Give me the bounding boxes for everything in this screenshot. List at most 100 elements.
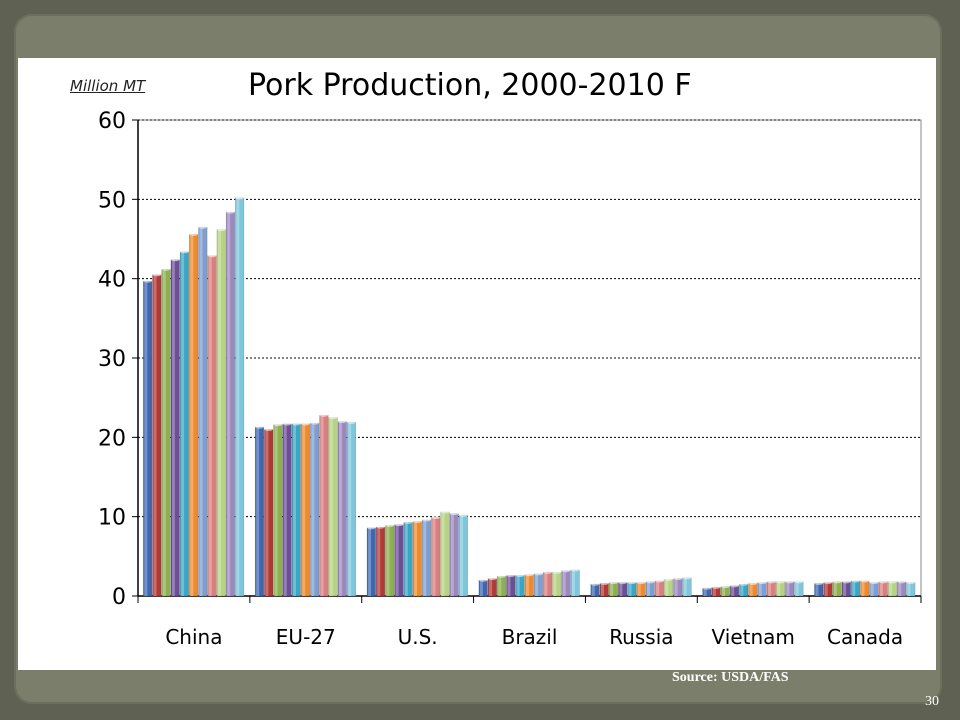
bar-cap — [636, 580, 646, 585]
bar-highlight — [217, 229, 221, 597]
bar-cap — [664, 577, 673, 581]
bar-cap — [189, 232, 198, 236]
x-category-label: Vietnam — [712, 625, 795, 649]
bar-highlight — [432, 517, 436, 596]
bar-cap — [310, 421, 319, 425]
bar-highlight — [637, 582, 641, 596]
bar-cap — [376, 525, 385, 529]
bar-highlight — [815, 583, 819, 596]
bar-highlight — [404, 522, 408, 596]
bar-highlight — [591, 584, 595, 596]
bar-cap — [590, 582, 600, 586]
bar-highlight — [722, 586, 726, 596]
bar-cap — [180, 250, 189, 254]
bar-cap — [721, 584, 730, 589]
bar-highlight — [395, 524, 399, 596]
bar-cap — [543, 570, 552, 574]
bar-cap — [823, 580, 833, 585]
bar-highlight — [610, 582, 614, 596]
bar-highlight — [368, 527, 372, 596]
bar-cap — [488, 576, 497, 581]
bar-highlight — [646, 581, 650, 596]
y-tick-label: 30 — [98, 347, 126, 372]
bar-cap — [216, 227, 226, 232]
bar-highlight — [498, 576, 502, 596]
bar-highlight — [795, 581, 799, 596]
y-tick-label: 0 — [112, 585, 126, 610]
bar-highlight — [852, 580, 856, 596]
bar-cap — [739, 582, 749, 586]
bar-highlight — [274, 424, 278, 596]
x-category-label: Russia — [609, 625, 673, 649]
bar-cap — [655, 579, 664, 583]
bar-cap — [776, 580, 785, 584]
bar-cap — [673, 576, 683, 581]
bar-highlight — [162, 269, 166, 596]
bar-highlight — [292, 423, 296, 596]
bar-cap — [842, 580, 851, 584]
bar-cap — [301, 422, 310, 426]
bar-cap — [319, 413, 329, 417]
bar-cap — [264, 427, 273, 431]
bar-highlight — [516, 575, 520, 596]
bar-highlight — [423, 519, 427, 596]
x-category-label: U.S. — [398, 625, 438, 649]
bar-highlight — [562, 570, 566, 596]
bar-cap — [851, 579, 860, 583]
bar-highlight — [525, 574, 529, 596]
bar-cap — [385, 523, 395, 527]
bar-highlight — [450, 513, 454, 596]
bar-cap — [403, 520, 413, 524]
bar-highlight — [665, 579, 669, 596]
bar-cap — [888, 580, 897, 584]
bar-cap — [235, 196, 244, 200]
bar-highlight — [144, 281, 148, 596]
bar-highlight — [544, 572, 548, 596]
bar-cap — [198, 225, 208, 229]
bar-cap — [869, 580, 879, 585]
bar-highlight — [600, 583, 604, 596]
bar-highlight — [489, 578, 493, 596]
bar-highlight — [898, 581, 902, 596]
bar-highlight — [153, 274, 157, 596]
bar-cap — [785, 580, 795, 584]
bar-highlight — [674, 578, 678, 596]
bar-highlight — [302, 423, 306, 596]
bar-cap — [478, 578, 488, 582]
bar-cap — [143, 279, 152, 283]
bar-cap — [878, 580, 888, 584]
bar-cap — [440, 510, 450, 514]
bar-cap — [702, 586, 712, 590]
bar-cap — [561, 569, 571, 573]
bar-cap — [897, 580, 906, 584]
bar-cap — [459, 513, 468, 517]
y-tick-label: 50 — [98, 188, 126, 213]
bar-highlight — [619, 582, 623, 596]
bar-cap — [832, 580, 842, 584]
y-tick-label: 40 — [98, 268, 126, 293]
bar-highlight — [683, 577, 687, 596]
bar-highlight — [190, 234, 194, 597]
bar-cap — [767, 580, 776, 584]
bar-cap — [273, 423, 283, 427]
bar-cap — [534, 572, 543, 576]
bar-cap — [413, 519, 422, 524]
bar-highlight — [441, 511, 445, 596]
bar-highlight — [777, 581, 781, 596]
bar-highlight — [181, 251, 185, 596]
bar-highlight — [712, 587, 716, 596]
bar-highlight — [879, 581, 883, 596]
bar-highlight — [786, 581, 790, 596]
y-tick-label: 10 — [98, 506, 126, 531]
bar-highlight — [171, 259, 175, 596]
bar-highlight — [870, 582, 874, 596]
bar-highlight — [377, 526, 381, 596]
bar-highlight — [843, 581, 847, 596]
bar-highlight — [889, 581, 893, 596]
bar-highlight — [535, 573, 539, 596]
bar-highlight — [414, 521, 418, 596]
bar-highlight — [703, 588, 707, 596]
x-category-label: Canada — [827, 625, 903, 649]
bar-highlight — [553, 572, 557, 596]
